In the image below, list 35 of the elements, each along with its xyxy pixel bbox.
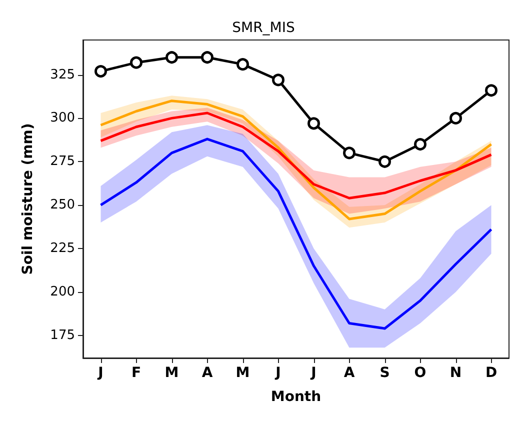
x-tick-label: M <box>164 365 179 381</box>
x-tick-label: F <box>131 365 142 381</box>
point <box>236 58 249 71</box>
x-tick-label: J <box>97 365 104 381</box>
y-tick-label: 175 <box>50 328 75 343</box>
x-tick-label: J <box>274 365 281 381</box>
point <box>201 51 214 64</box>
y-tick-label: 300 <box>50 110 75 126</box>
y-axis-title: Soil moisture (mm) <box>20 123 36 275</box>
point <box>166 51 178 64</box>
y-tick-label: 275 <box>50 154 75 170</box>
y-tick-label: 250 <box>50 198 75 213</box>
point <box>94 65 107 78</box>
x-tick-label: S <box>380 365 390 381</box>
x-tick-label: N <box>450 365 462 381</box>
y-tick-label: 225 <box>50 241 75 256</box>
y-tick-label: 200 <box>50 284 75 300</box>
point <box>378 155 391 168</box>
point <box>308 117 320 130</box>
point <box>343 146 356 160</box>
line-series <box>100 112 492 200</box>
point <box>450 112 462 124</box>
x-tick-label: A <box>344 365 355 381</box>
point <box>485 84 498 97</box>
x-tick-label: O <box>414 365 426 381</box>
chart-title: SMR_MIS <box>232 20 296 36</box>
point <box>272 74 284 86</box>
x-tick-label: A <box>202 365 213 381</box>
x-axis-title: Month <box>270 389 322 405</box>
point <box>414 138 426 151</box>
x-tick-label: M <box>236 365 250 381</box>
y-tick-label: 325 <box>50 67 75 82</box>
x-tick-label: D <box>485 365 498 381</box>
x-tick-label: J <box>310 365 316 381</box>
point <box>130 56 142 69</box>
